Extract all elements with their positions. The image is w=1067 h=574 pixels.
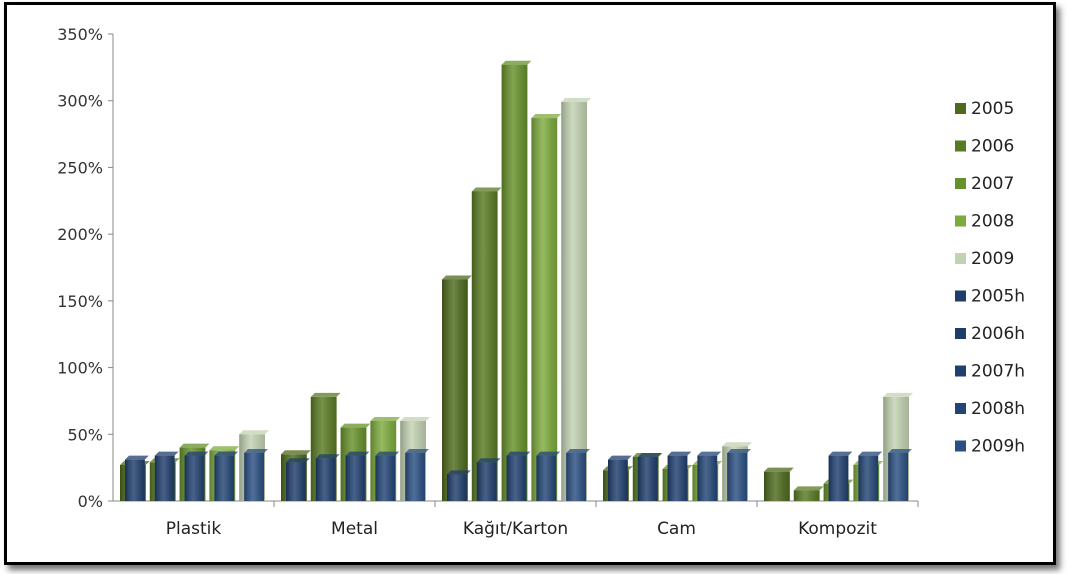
legend-label: 2005h: [971, 287, 1025, 307]
legend-label: 2007h: [971, 362, 1025, 382]
legend-label: 2009h: [971, 437, 1025, 457]
bar-2006h: [637, 452, 662, 501]
bar-2009h: [888, 448, 912, 501]
legend-item: 2008: [955, 212, 1014, 232]
legend-label: 2005: [971, 99, 1014, 119]
y-tick-label: 150%: [57, 292, 103, 311]
tick-labels: 0% 50% 100% 150% 200% 250% 300% 350% Plastik Meta…: [57, 25, 877, 539]
y-tick-label: 200%: [57, 225, 103, 244]
bar-2007h: [828, 451, 853, 501]
bar-2005h: [286, 458, 310, 501]
bar-2008h: [375, 451, 400, 501]
legend-item: 2006h: [955, 324, 1025, 344]
y-tick-label: 50%: [67, 425, 103, 444]
bar-2007h: [506, 451, 531, 501]
bar-2005: [442, 275, 472, 501]
bar-2008h: [214, 451, 239, 501]
bar-2006h: [315, 454, 340, 501]
legend-item: 2005h: [955, 287, 1025, 307]
x-tick-label: Cam: [657, 519, 696, 539]
legend: 2005 2006 2007 2008 2009 2005h 2006h 2007h 2008h…: [955, 99, 1025, 457]
y-tick-label: 250%: [57, 158, 103, 177]
legend-swatch: [955, 365, 966, 377]
bar-2007h: [667, 451, 692, 501]
bar-2006h: [154, 451, 179, 501]
bar-2007: [501, 60, 532, 501]
bar-2008h: [697, 451, 722, 501]
legend-item: 2008h: [955, 399, 1025, 419]
legend-label: 2006: [971, 137, 1014, 157]
y-tick-label: 300%: [57, 92, 103, 111]
legend-swatch: [955, 253, 966, 264]
y-tick-label: 0%: [78, 492, 103, 511]
legend-swatch: [955, 403, 966, 414]
x-tick-label: Kağıt/Karton: [463, 519, 568, 539]
legend-swatch: [955, 103, 966, 114]
legend-swatch: [955, 178, 966, 189]
legend-swatch: [955, 328, 966, 339]
x-tick-label: Kompozit: [798, 519, 877, 539]
bar-2006: [793, 486, 824, 501]
legend-label: 2006h: [971, 324, 1025, 344]
bar-2009h: [405, 448, 429, 501]
legend-item: 2009: [955, 249, 1014, 269]
bar-2008h: [858, 451, 883, 501]
bars: [120, 60, 913, 501]
legend-label: 2007: [971, 174, 1014, 194]
legend-swatch: [955, 440, 966, 452]
legend-swatch: [955, 215, 966, 227]
legend-label: 2009: [971, 249, 1014, 269]
bar-2008h: [536, 451, 561, 501]
bar-2007h: [345, 451, 370, 501]
bar-2005: [764, 467, 794, 501]
bar-2005h: [125, 455, 149, 501]
y-tick-label: 350%: [57, 25, 103, 44]
legend-item: 2005: [955, 99, 1014, 119]
x-tick-label: Plastik: [166, 519, 222, 539]
bar-2009: [561, 98, 591, 501]
bar-2005h: [608, 455, 632, 501]
bar-2008: [531, 114, 562, 501]
legend-item: 2006: [955, 137, 1014, 157]
bar-2009h: [244, 448, 268, 501]
legend-swatch: [955, 140, 966, 152]
legend-item: 2007h: [955, 362, 1025, 382]
bar-2005h: [447, 470, 471, 501]
x-tick-label: Metal: [331, 519, 378, 539]
bar-2006: [471, 187, 502, 501]
bar-2009h: [727, 448, 751, 501]
legend-label: 2008h: [971, 399, 1025, 419]
bar-2009h: [566, 448, 590, 501]
bar-2007h: [184, 451, 209, 501]
legend-swatch: [955, 290, 966, 302]
legend-item: 2007: [955, 174, 1014, 194]
y-tick-label: 100%: [57, 359, 103, 378]
chart-frame: [4, 2, 1056, 565]
legend-item: 2009h: [955, 437, 1025, 457]
legend-label: 2008: [971, 212, 1014, 232]
bar-2006h: [476, 458, 501, 501]
